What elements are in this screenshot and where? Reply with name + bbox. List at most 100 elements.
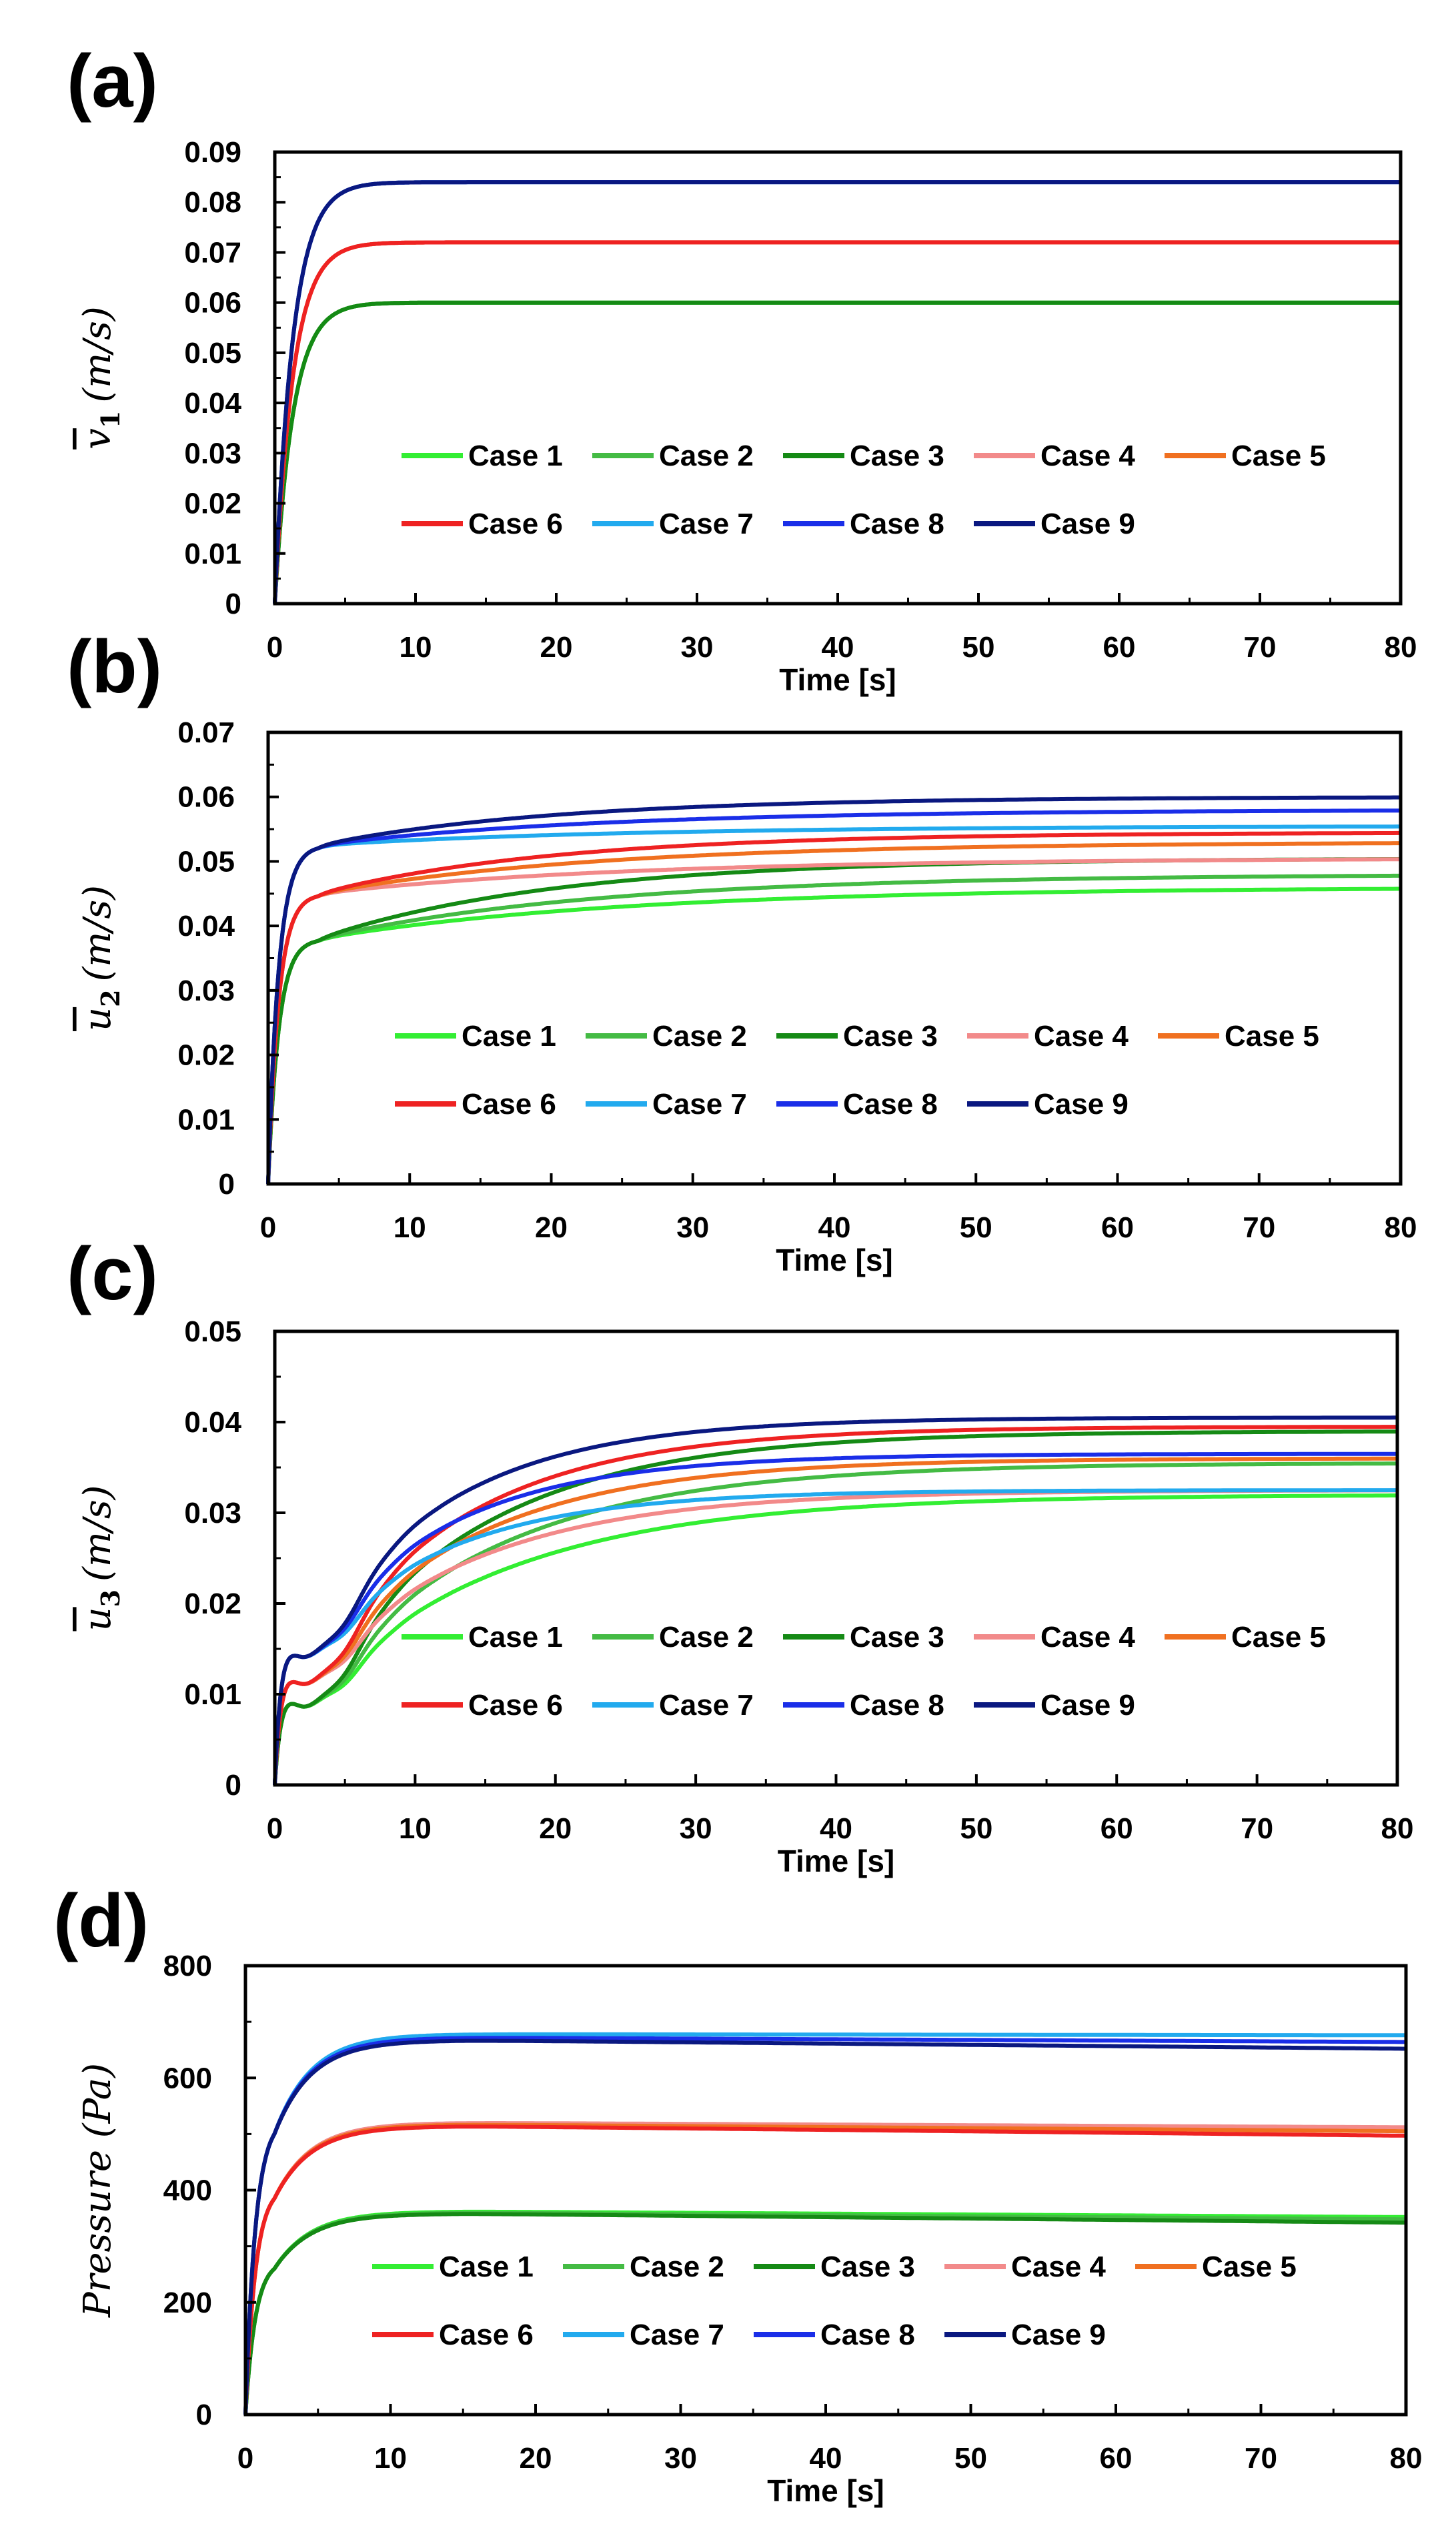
legend-label: Case 2 <box>659 1621 754 1654</box>
series-line-case-9 <box>266 795 1401 1185</box>
x-tick-label: 50 <box>962 631 995 664</box>
x-tick-label: 10 <box>374 2442 407 2475</box>
series-line-case-6 <box>273 1425 1397 1786</box>
legend-item-case-7: Case 7 <box>592 508 754 540</box>
x-tick-label: 60 <box>1101 1211 1134 1244</box>
legend-item-case-5: Case 5 <box>1135 2251 1297 2283</box>
series-line-case-5 <box>273 1456 1397 1786</box>
legend-label: Case 4 <box>1040 1621 1135 1654</box>
legend-item-case-6: Case 6 <box>402 1689 563 1722</box>
y-tick-label: 0.07 <box>177 716 235 749</box>
x-tick-label: 0 <box>237 2442 253 2475</box>
legend-label: Case 1 <box>468 1621 563 1654</box>
legend-label: Case 7 <box>652 1088 747 1121</box>
x-tick-label: 30 <box>681 631 714 664</box>
series-line-case-9 <box>273 180 1401 605</box>
legend-item-case-5: Case 5 <box>1165 1621 1326 1654</box>
x-tick-label: 80 <box>1385 1211 1417 1244</box>
legend-label: Case 9 <box>1040 1689 1135 1722</box>
series-lines <box>273 180 1401 605</box>
y-axis-units: (m/s) <box>76 306 119 402</box>
y-tick-label: 0.01 <box>184 538 241 570</box>
x-axis-label: Time [s] <box>778 1844 895 1878</box>
panel-label: (a) <box>67 39 158 123</box>
legend-item-case-8: Case 8 <box>783 508 944 540</box>
legend-label: Case 9 <box>1034 1088 1129 1121</box>
panel-label: (c) <box>67 1232 158 1315</box>
x-tick-label: 40 <box>822 631 854 664</box>
series-line-case-1 <box>273 1493 1397 1786</box>
y-axis-units: (m/s) <box>76 1485 119 1581</box>
y-tick-label: 0.05 <box>184 337 241 370</box>
y-tick-label: 0.03 <box>184 1497 241 1529</box>
x-tick-label: 10 <box>399 1812 432 1845</box>
panel-label: (b) <box>67 625 162 708</box>
series-line-case-3 <box>273 300 1401 605</box>
x-tick-label: 80 <box>1385 631 1417 664</box>
y-tick-label: 0.04 <box>184 1406 241 1439</box>
y-tick-label: 0 <box>196 2399 212 2431</box>
panel-3: (c) 0 10 20 30 40 50 60 70 80 0 0.01 0.02 0.03 0.04 0.0… <box>67 1232 1413 1878</box>
y-tick-label: 0.02 <box>184 488 241 520</box>
y-tick-label: 0.06 <box>177 781 235 814</box>
legend-label: Case 3 <box>850 440 944 472</box>
legend-item-case-9: Case 9 <box>974 1689 1135 1722</box>
legend-label: Case 8 <box>820 2319 915 2351</box>
legend-item-case-3: Case 3 <box>754 2251 915 2283</box>
x-axis-label: Time [s] <box>767 2473 884 2508</box>
x-tick-label: 60 <box>1100 2442 1133 2475</box>
y-tick-label: 0.04 <box>177 910 235 942</box>
legend-item-case-4: Case 4 <box>974 440 1135 472</box>
plot-frame <box>273 150 1403 606</box>
y-axis-symbol: u <box>76 1607 119 1631</box>
y-axis-symbol: v <box>76 428 119 450</box>
x-tick-label: 50 <box>954 2442 987 2475</box>
x-tick-label: 60 <box>1103 631 1136 664</box>
legend-label: Case 7 <box>630 2319 724 2351</box>
legend-label: Case 3 <box>820 2251 915 2283</box>
x-tick-label: 80 <box>1390 2442 1423 2475</box>
legend-label: Case 6 <box>462 1088 556 1121</box>
legend-label: Case 5 <box>1231 1621 1326 1654</box>
legend-label: Case 9 <box>1011 2319 1106 2351</box>
legend-item-case-6: Case 6 <box>395 1088 556 1121</box>
x-tick-label: 20 <box>520 2442 552 2475</box>
x-tick-label: 20 <box>535 1211 568 1244</box>
series-lines <box>266 795 1401 1185</box>
legend-label: Case 1 <box>462 1020 556 1053</box>
series-line-case-4 <box>273 240 1401 605</box>
y-tick-label: 0.03 <box>184 437 241 470</box>
legend-item-case-9: Case 9 <box>974 508 1135 540</box>
y-axis-subscript: 3 <box>95 1589 125 1607</box>
legend-item-case-9: Case 9 <box>944 2319 1106 2351</box>
series-lines <box>273 1415 1397 1786</box>
x-tick-label: 10 <box>394 1211 426 1244</box>
legend: Case 1 Case 2 Case 3 Case 4 Case 5 Case 6 Case… <box>402 1621 1326 1722</box>
x-tick-label: 70 <box>1245 2442 1277 2475</box>
x-tick-label: 0 <box>260 1211 276 1244</box>
panel-label: (d) <box>53 1879 149 1962</box>
y-tick-label: 0.05 <box>177 845 235 878</box>
panel-2: (b)0 10 20 30 40 50 60 70 8000.010.020.030.040.0… <box>67 625 1417 1277</box>
legend-label: Case 1 <box>468 440 563 472</box>
y-axis-subscript: 2 <box>95 989 125 1007</box>
plot-frame <box>273 1329 1399 1787</box>
x-tick-label: 0 <box>267 1812 283 1845</box>
legend-label: Case 1 <box>439 2251 534 2283</box>
y-tick-label: 0.08 <box>184 186 241 219</box>
legend-label: Case 5 <box>1202 2251 1297 2283</box>
legend-item-case-8: Case 8 <box>783 1689 944 1722</box>
series-line-case-2 <box>243 2210 1406 2416</box>
y-tick-label: 0.06 <box>184 287 241 320</box>
legend-label: Case 8 <box>850 1689 944 1722</box>
series-line-case-6 <box>273 240 1401 605</box>
y-tick-label: 0.03 <box>177 975 235 1007</box>
legend-label: Case 6 <box>468 1689 563 1722</box>
y-axis-label: u2 (m/s) <box>76 885 125 1031</box>
series-line-case-8 <box>273 180 1401 605</box>
series-line-case-9 <box>273 1415 1397 1786</box>
legend-item-case-7: Case 7 <box>592 1689 754 1722</box>
legend-item-case-6: Case 6 <box>402 508 563 540</box>
legend-item-case-8: Case 8 <box>776 1088 938 1121</box>
plot-frame <box>266 730 1403 1186</box>
